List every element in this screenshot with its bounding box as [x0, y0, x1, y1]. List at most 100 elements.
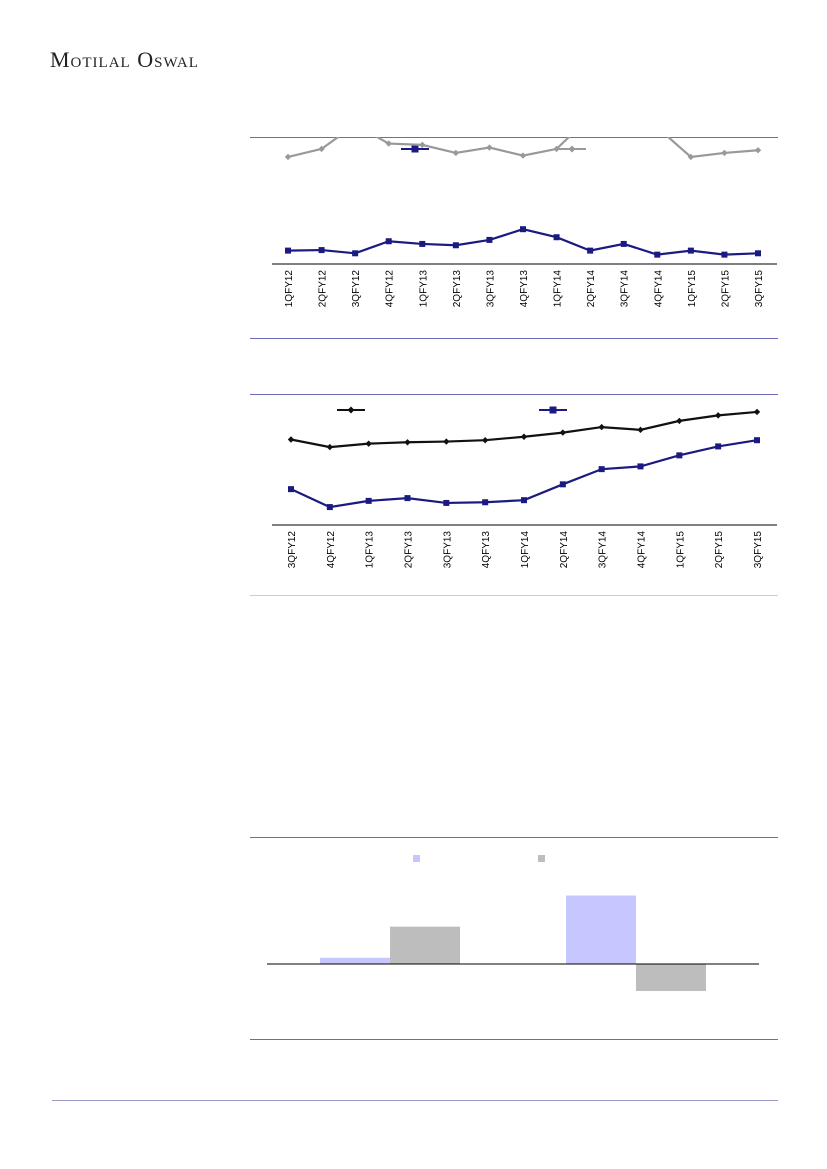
bar-series-2 — [636, 964, 706, 991]
legend-marker-1 — [411, 145, 419, 153]
series-2-point — [559, 481, 566, 488]
x-tick-label: 1QFY15 — [675, 531, 686, 569]
x-tick-label: 4QFY14 — [637, 531, 648, 569]
series-2-point — [754, 437, 760, 444]
series-1-point — [285, 247, 291, 254]
series-2-point — [404, 495, 411, 502]
series-1-point — [385, 238, 392, 245]
series-1-point — [587, 247, 594, 254]
series-1-point — [598, 423, 605, 431]
series-1-point — [481, 436, 489, 444]
series-1-point — [654, 251, 661, 258]
series-1-point — [318, 247, 325, 254]
x-tick-label: 2QFY14 — [586, 270, 597, 308]
series-2-point — [452, 149, 460, 157]
series-2-point — [553, 145, 560, 153]
series-1-point — [404, 439, 411, 446]
x-tick-label: 3QFY15 — [753, 531, 764, 569]
chart-2: 3QFY12 4QFY12 1QFY13 2QFY13 3QFY13 4QFY13 1QFY… — [250, 394, 778, 596]
x-tick-label: 3QFY15 — [754, 270, 765, 308]
series-2-point — [521, 497, 527, 504]
series-2-point — [676, 452, 683, 459]
series-1-point — [687, 247, 694, 254]
x-tick-label: 4QFY12 — [326, 531, 337, 569]
bar-series-1 — [566, 895, 636, 964]
x-tick-label: 3QFY13 — [442, 531, 453, 569]
series-1-point — [486, 236, 493, 243]
series-1-point — [553, 234, 560, 241]
series-2-point — [443, 499, 450, 506]
x-tick-label: 3QFY12 — [351, 270, 362, 308]
series-1-point — [443, 438, 450, 445]
series-1-point — [365, 440, 372, 447]
series-2-point — [288, 486, 294, 493]
footer-rule — [52, 1100, 778, 1101]
x-tick-label: 2QFY15 — [714, 531, 725, 569]
series-1-point — [714, 412, 722, 419]
x-tick-label: 2QFY12 — [318, 270, 329, 308]
legend-marker-2 — [549, 406, 557, 414]
brand-logo: Motilal Oswal — [50, 47, 199, 72]
x-tick-label: 1QFY13 — [418, 270, 429, 308]
x-tick-label: 4QFY13 — [481, 531, 492, 569]
series-1-line — [287, 228, 759, 256]
legend-swatch-2 — [538, 855, 545, 862]
series-2-point — [419, 141, 426, 149]
bar-series-2 — [390, 926, 460, 964]
series-2-point — [482, 499, 489, 506]
chart-3 — [250, 837, 778, 1040]
series-2-point — [721, 149, 728, 157]
series-2-point — [715, 443, 722, 450]
series-1-point — [326, 443, 334, 451]
series-1-point — [419, 240, 426, 247]
series-2-line — [290, 439, 758, 509]
x-tick-label: 1QFY15 — [687, 270, 698, 308]
series-1-point — [721, 251, 728, 258]
x-tick-label: 1QFY12 — [284, 270, 295, 308]
x-tick-label: 3QFY13 — [485, 270, 496, 308]
series-1-point — [755, 250, 761, 257]
x-tick-label: 3QFY14 — [620, 270, 631, 308]
x-tick-label: 2QFY13 — [404, 531, 415, 569]
series-2-point — [598, 466, 605, 473]
x-tick-label: 1QFY13 — [365, 531, 376, 569]
legend-marker-1 — [347, 406, 355, 414]
series-1-point — [620, 240, 627, 247]
series-2-point — [754, 147, 762, 154]
series-1-point — [520, 226, 526, 233]
series-2-point — [326, 504, 333, 511]
series-1-point — [676, 417, 683, 425]
series-2-point — [318, 145, 325, 153]
series-1-point — [287, 436, 295, 443]
chart-1-panel: 1QFY12 2QFY12 3QFY12 4QFY12 1QFY13 2QFY13 3QFY… — [250, 137, 778, 339]
x-tick-label: 3QFY14 — [598, 531, 609, 569]
chart-3-panel — [250, 837, 778, 1041]
legend-marker-2 — [568, 145, 576, 153]
x-tick-label: 2QFY13 — [452, 270, 463, 308]
series-2-point — [637, 463, 644, 470]
x-tick-label: 1QFY14 — [520, 531, 531, 569]
series-1-line — [290, 410, 758, 449]
chart-2-panel: 3QFY12 4QFY12 1QFY13 2QFY13 3QFY13 4QFY13 1QFY… — [250, 394, 778, 596]
bar-series-1 — [320, 957, 390, 964]
series-1-point — [753, 408, 761, 416]
series-1-point — [520, 433, 528, 440]
legend-swatch-1 — [413, 855, 420, 862]
series-2-point — [519, 152, 527, 159]
series-2-point — [365, 497, 372, 504]
series-1-point — [452, 242, 459, 249]
x-tick-label: 3QFY12 — [287, 531, 298, 569]
series-1-point — [637, 426, 644, 434]
x-tick-label: 2QFY15 — [720, 270, 731, 308]
x-tick-label: 4QFY14 — [653, 270, 664, 308]
series-2-point — [486, 144, 493, 151]
x-tick-label: 4QFY13 — [519, 270, 530, 308]
chart-1: 1QFY12 2QFY12 3QFY12 4QFY12 1QFY13 2QFY13 3QFY… — [250, 137, 778, 339]
x-tick-label: 1QFY14 — [553, 270, 564, 308]
series-2-point — [284, 153, 292, 161]
x-tick-label: 2QFY14 — [559, 531, 570, 569]
series-1-point — [352, 250, 359, 257]
series-2-point — [385, 140, 392, 147]
series-1-point — [559, 429, 567, 436]
x-tick-label: 4QFY12 — [385, 270, 396, 308]
